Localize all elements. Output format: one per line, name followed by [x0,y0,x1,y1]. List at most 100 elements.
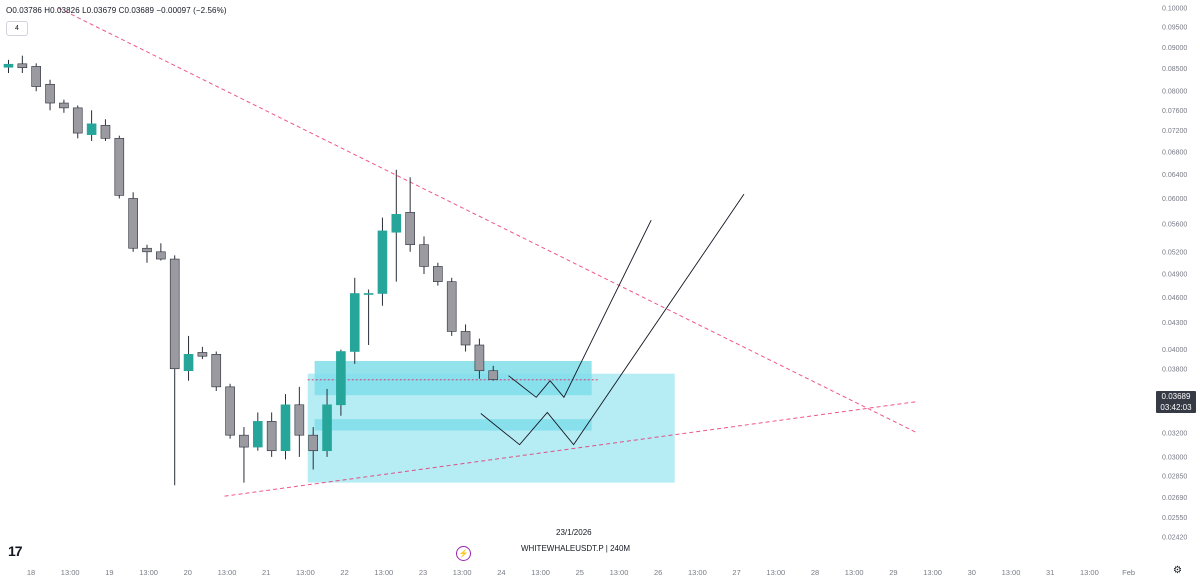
y-tick-label: 0.05200 [1162,249,1187,256]
candle-body [142,247,152,253]
x-tick-label: Feb [1122,568,1135,577]
x-tick-label: 13:00 [296,568,315,577]
interval-badge[interactable]: 4 [6,21,28,36]
y-tick-label: 0.09500 [1162,25,1187,32]
tradingview-logo[interactable]: 17 [8,543,23,559]
x-tick-label: 13:00 [531,568,550,577]
projection-path [480,193,745,446]
y-tick-label: 0.04300 [1162,320,1187,327]
candle-body [3,63,14,68]
candle-body [100,125,111,139]
footer-symbol-label: WHITEWHALEUSDT.P | 240M [521,544,630,553]
y-tick-label: 0.03200 [1162,430,1187,437]
candle-body [183,354,194,372]
x-tick-label: 29 [889,568,897,577]
x-tick-label: 13:00 [218,568,237,577]
x-tick-label: 26 [654,568,662,577]
last-price-tag: 0.03689 03:42:03 [1156,391,1196,413]
candle-body [114,138,125,196]
candle-body [59,102,69,109]
candle-body [211,354,222,388]
symbol-name: WHITEWHALEUSDT.P [521,544,604,553]
candle-body [225,386,235,436]
y-tick-label: 0.03000 [1162,454,1187,461]
footer-date-label: 23/1/2026 [556,528,592,537]
candle-body [474,344,485,372]
x-tick-label: 13:00 [688,568,707,577]
x-tick-label: 13:00 [139,568,158,577]
candle-body [405,212,415,246]
candle-body [446,281,457,332]
candle-body [460,331,471,346]
x-tick-label: 13:00 [453,568,472,577]
demand-zones [307,360,675,483]
x-tick-label: 13:00 [1002,568,1021,577]
x-tick-label: 13:00 [61,568,80,577]
candle-body [197,352,208,357]
candle-body [45,83,55,104]
candle-body [17,63,28,69]
zone-rect [314,419,592,431]
x-tick-label: 30 [968,568,976,577]
x-tick-label: 21 [262,568,270,577]
lightning-icon[interactable]: ⚡ [456,546,471,561]
candle-body [377,230,388,294]
y-axis[interactable]: 0.10000 0.09500 0.09000 0.08500 0.08000 0.076… [1162,6,1187,542]
x-tick-label: 18 [27,568,35,577]
candle-body [86,123,97,135]
y-tick-label: 0.08500 [1162,66,1187,73]
candle-body [322,404,332,452]
timeframe-label: 240M [610,544,631,553]
projection-paths [480,193,745,446]
x-tick-label: 13:00 [766,568,785,577]
x-tick-label: 24 [497,568,505,577]
x-tick-label: 13:00 [610,568,629,577]
x-tick-label: 27 [732,568,740,577]
y-tick-label: 0.08000 [1162,89,1187,96]
y-tick-label: 0.10000 [1162,6,1187,13]
candle-body [72,107,83,134]
candle-body [336,351,346,406]
trendline [224,401,918,497]
y-tick-label: 0.02690 [1162,495,1187,502]
x-tick-label: 28 [811,568,819,577]
projection-path [508,220,652,399]
x-tick-label: 25 [576,568,584,577]
candle-body [308,434,319,452]
y-tick-label: 0.06800 [1162,149,1187,156]
candle-body [239,434,249,448]
x-tick-label: 13:00 [374,568,393,577]
countdown-value: 03:42:03 [1160,403,1192,412]
y-tick-label: 0.06400 [1162,172,1187,179]
candle-body [128,198,138,249]
candle-body [266,421,277,452]
x-tick-label: 13:00 [845,568,864,577]
candle-body [294,404,305,436]
candle-body [280,404,291,452]
trendlines [58,7,918,497]
candle-body [253,421,263,448]
candle-body [349,293,360,352]
candle-body [391,214,402,233]
x-tick-label: 13:00 [1080,568,1099,577]
x-axis[interactable]: 18 13:00 19 13:00 20 13:00 21 13:00 22 13:00 23 13:… [27,568,1135,577]
y-tick-label: 0.03800 [1162,366,1187,373]
x-tick-label: 13:00 [923,568,942,577]
y-tick-label: 0.06000 [1162,196,1187,203]
y-tick-label: 0.04000 [1162,347,1187,354]
gear-icon[interactable]: ⚙ [1173,565,1182,576]
y-tick-label: 0.05600 [1162,222,1187,229]
y-tick-label: 0.07200 [1162,128,1187,135]
ohlc-readout: O0.03786 H0.03826 L0.03679 C0.03689 −0.0… [6,6,227,15]
candle-body [433,266,443,282]
y-tick-label: 0.02550 [1162,515,1187,522]
last-price-value: 0.03689 [1161,392,1191,401]
x-tick-label: 31 [1046,568,1054,577]
candle-body [31,66,42,87]
candle-body [363,293,374,295]
separator: | [605,544,611,553]
x-tick-label: 23 [419,568,427,577]
y-tick-label: 0.07600 [1162,108,1187,115]
candle-body [156,251,166,260]
